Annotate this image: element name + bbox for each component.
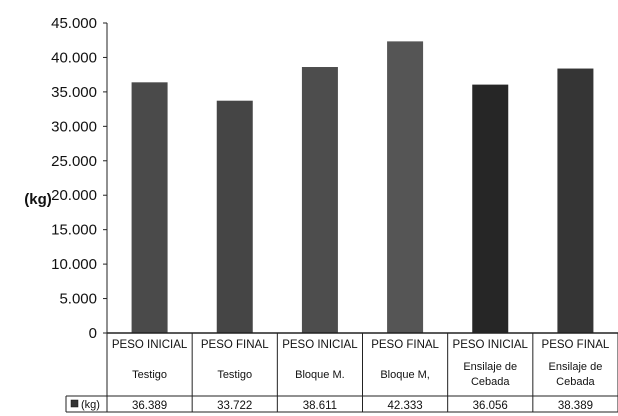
bars: [131, 41, 594, 333]
data-value-label: 33.722: [217, 400, 252, 412]
bar: [301, 67, 338, 333]
x-category-sublabel: Ensilaje de: [549, 361, 603, 373]
data-table: PESO INICIAL Testigo PESO FINAL Testigo PESO…: [65, 333, 618, 413]
y-tick-label: 20.000: [51, 187, 97, 204]
y-tick-label: 30.000: [51, 118, 97, 135]
data-value-label: 36.389: [132, 400, 167, 412]
y-axis-ticks: 0 5.000 10.000 15.000 20.000 25.000 30.000 35.0…: [51, 15, 107, 342]
x-category-sublabel: Cebada: [471, 376, 510, 388]
bar: [216, 100, 253, 333]
y-tick-label: 5.000: [59, 291, 97, 308]
x-category-sublabel: Testigo: [217, 369, 252, 381]
bar: [387, 41, 424, 333]
x-category-label: PESO FINAL: [542, 339, 610, 351]
y-tick-label: 35.000: [51, 84, 97, 101]
x-category-label: PESO INICIAL: [282, 339, 358, 351]
y-tick-label: 25.000: [51, 153, 97, 170]
x-category-sublabel: Bloque M,: [380, 369, 430, 381]
y-tick-label: 40.000: [51, 49, 97, 66]
x-category-label: PESO INICIAL: [112, 339, 188, 351]
legend-swatch: [70, 399, 79, 408]
bar: [557, 68, 594, 333]
x-category-label: PESO FINAL: [201, 339, 269, 351]
x-category-label: PESO FINAL: [371, 339, 439, 351]
data-value-label: 38.611: [303, 400, 337, 412]
x-category-sublabel: Testigo: [132, 369, 167, 381]
x-category-sublabel: Ensilaje de: [463, 361, 517, 373]
data-value-label: 42.333: [387, 400, 422, 412]
x-category-sublabel: Bloque M.: [295, 369, 345, 381]
y-axis-label: (kg): [24, 191, 52, 208]
x-category-sublabel: Cebada: [556, 376, 595, 388]
data-value-label: 36.056: [473, 400, 508, 412]
x-category-label: PESO INICIAL: [453, 339, 529, 351]
y-tick-label: 0: [89, 325, 97, 342]
bar: [131, 82, 168, 333]
bar: [472, 84, 509, 333]
data-value-label: 38.389: [558, 400, 593, 412]
legend-label: (kg): [81, 399, 100, 411]
y-tick-label: 10.000: [51, 256, 97, 273]
y-tick-label: 45.000: [51, 15, 97, 32]
y-tick-label: 15.000: [51, 222, 97, 239]
